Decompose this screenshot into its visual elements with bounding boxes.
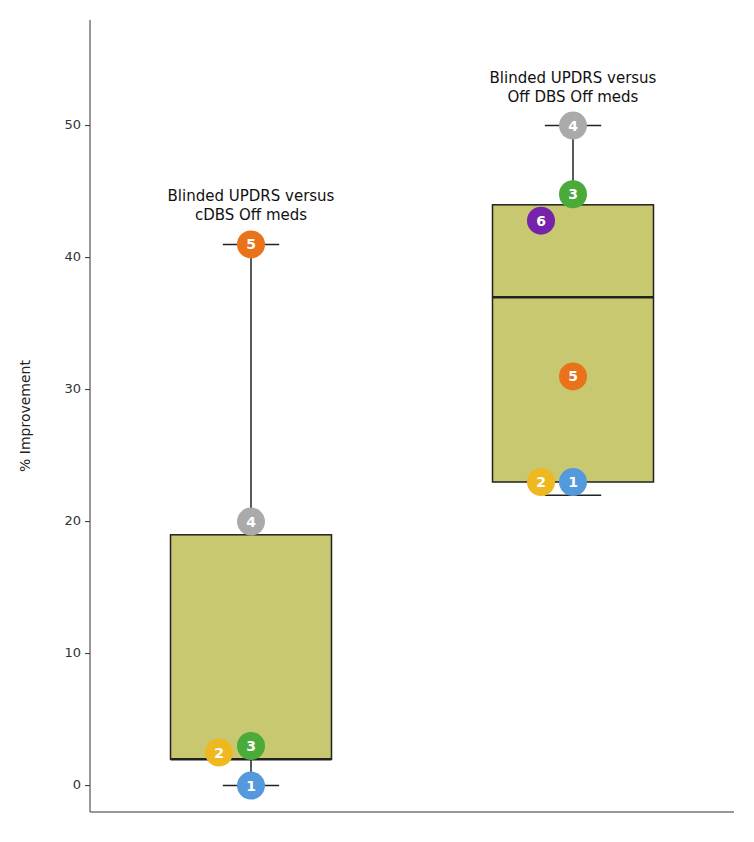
x-axis-line (90, 812, 734, 813)
point-label: 5 (246, 236, 256, 252)
point (559, 362, 587, 390)
box-group (171, 230, 332, 799)
box-title-line: Off DBS Off meds (508, 88, 639, 106)
point (237, 732, 265, 760)
y-tick (85, 785, 90, 786)
point-label: 1 (568, 474, 578, 490)
axes: 0 10 20 30 40 50 (64, 20, 734, 812)
y-tick (85, 125, 90, 126)
y-axis-label: % Improvement (17, 360, 33, 472)
point-label: 5 (568, 368, 578, 384)
y-tick-label: 40 (64, 249, 81, 264)
y-tick (85, 653, 90, 654)
point (559, 112, 587, 140)
whisker-high (250, 244, 252, 534)
chart: 0 10 20 30 40 50 % Improvement 5 4 3 2 1 Blinded UPD… (0, 0, 754, 842)
y-tick (85, 389, 90, 390)
box (493, 205, 654, 482)
point (237, 772, 265, 800)
box-title: Blinded UPDRS versusOff DBS Off meds (490, 69, 657, 106)
point-label: 1 (246, 778, 256, 794)
y-tick (85, 257, 90, 258)
labels: 54321Blinded UPDRS versuscDBS Off meds43… (168, 69, 657, 794)
y-tick-label: 50 (64, 117, 81, 132)
point-label: 3 (568, 186, 578, 202)
point (559, 468, 587, 496)
point-label: 2 (214, 745, 224, 761)
point (237, 508, 265, 536)
y-tick (85, 521, 90, 522)
point (237, 230, 265, 258)
point-label: 4 (246, 514, 256, 530)
y-tick-label: 0 (73, 777, 81, 792)
point (205, 739, 233, 767)
plot-area (171, 112, 654, 800)
box-title: Blinded UPDRS versuscDBS Off meds (168, 187, 335, 224)
y-tick-label: 20 (64, 513, 81, 528)
box-group (493, 112, 654, 496)
point-label: 3 (246, 738, 256, 754)
box-title-line: Blinded UPDRS versus (490, 69, 657, 87)
y-tick-label: 30 (64, 381, 81, 396)
y-axis-line (90, 20, 91, 812)
point (527, 207, 555, 235)
y-tick-label: 10 (64, 645, 81, 660)
box-title-line: cDBS Off meds (195, 206, 307, 224)
median (493, 296, 654, 299)
point (527, 468, 555, 496)
box (171, 535, 332, 759)
point-label: 6 (536, 213, 546, 229)
box-title-line: Blinded UPDRS versus (168, 187, 335, 205)
point-label: 2 (536, 474, 546, 490)
point-label: 4 (568, 118, 578, 134)
point (559, 180, 587, 208)
